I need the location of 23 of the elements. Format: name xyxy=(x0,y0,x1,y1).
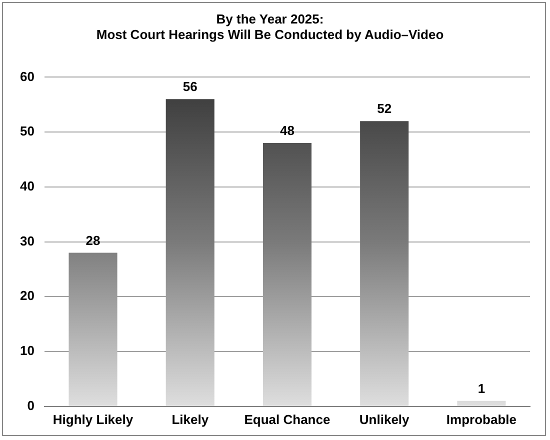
x-tick-label: Equal Chance xyxy=(244,412,330,427)
bar xyxy=(262,143,312,406)
bar xyxy=(457,400,506,406)
y-tick-label: 50 xyxy=(20,124,34,139)
y-tick-label: 30 xyxy=(20,233,34,248)
data-label: 28 xyxy=(86,232,100,248)
x-tick-label: Likely xyxy=(172,412,210,427)
bar xyxy=(360,121,409,406)
data-label: 1 xyxy=(478,380,486,396)
y-tick-label: 20 xyxy=(20,288,34,304)
y-tick-label: 10 xyxy=(20,343,34,358)
x-tick-label: Highly Likely xyxy=(52,412,134,427)
x-tick-label: Unlikely xyxy=(359,412,410,427)
x-tick-label: Improbable xyxy=(446,412,516,427)
chart-title: By the Year 2025: Most Court Hearings Will Be Conducted by Audio–Video xyxy=(96,11,444,42)
data-label: 52 xyxy=(377,101,392,116)
bar xyxy=(166,99,214,406)
data-label: 48 xyxy=(280,123,294,138)
y-tick-label: 40 xyxy=(20,178,34,194)
bar xyxy=(68,252,118,406)
y-tick-label: 0 xyxy=(27,398,34,413)
data-label: 56 xyxy=(182,79,198,94)
y-tick-label: 60 xyxy=(20,68,34,84)
